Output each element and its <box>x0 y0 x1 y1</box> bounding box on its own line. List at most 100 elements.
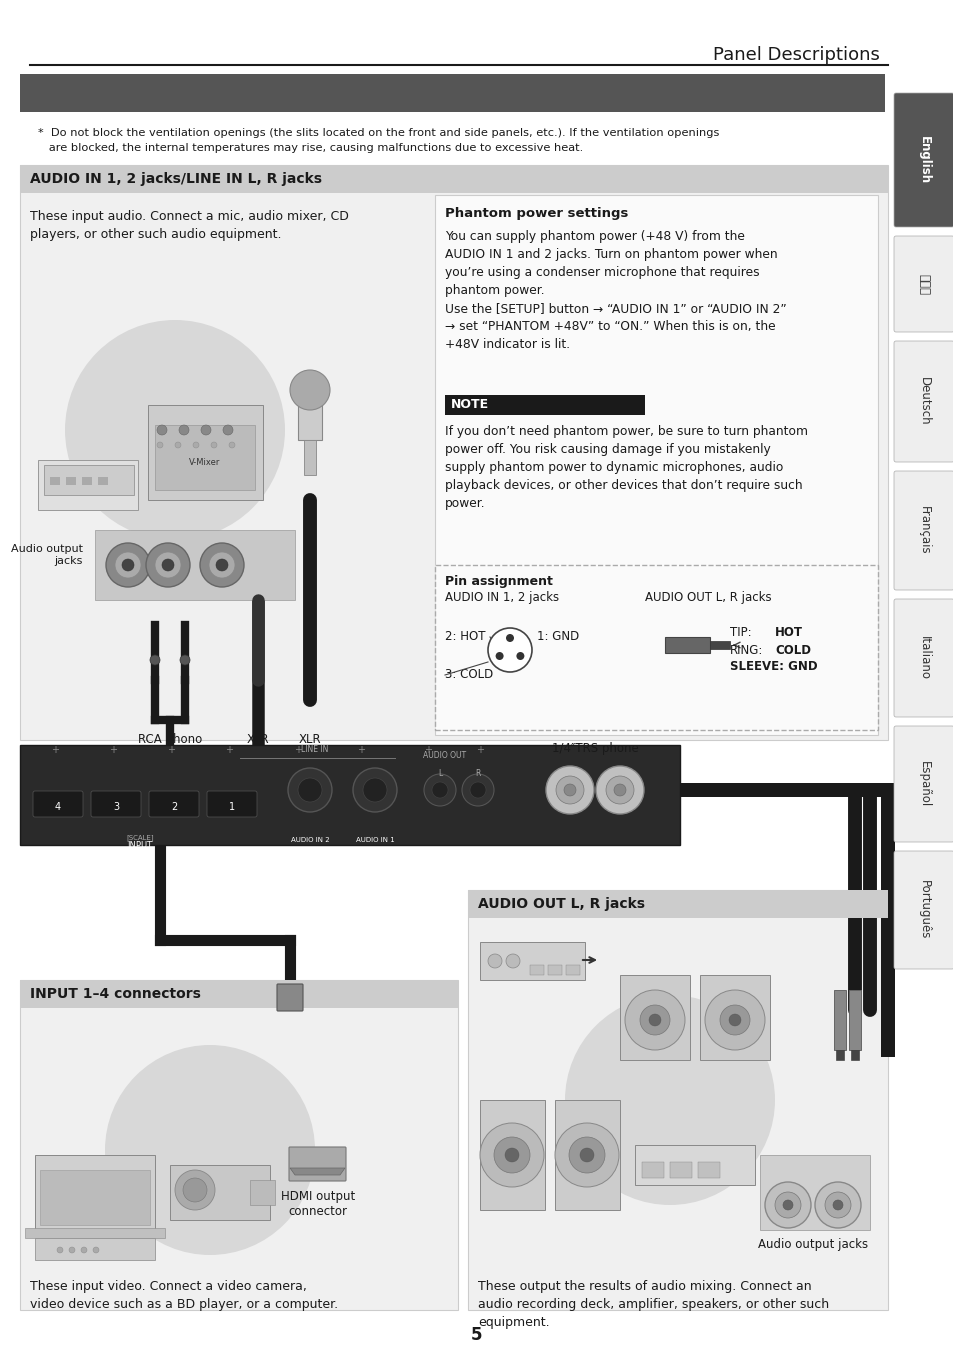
Circle shape <box>65 320 285 540</box>
Bar <box>35 1238 154 1261</box>
Text: 1: 1 <box>229 802 234 812</box>
Text: XLR: XLR <box>298 733 321 746</box>
Circle shape <box>614 784 625 796</box>
Text: Audio output jacks: Audio output jacks <box>757 1238 867 1251</box>
Circle shape <box>728 1014 740 1026</box>
Bar <box>669 1162 691 1178</box>
Circle shape <box>157 425 167 435</box>
Circle shape <box>115 552 141 578</box>
Circle shape <box>494 1137 530 1173</box>
Circle shape <box>154 552 181 578</box>
Circle shape <box>92 1247 99 1252</box>
Bar <box>50 477 60 485</box>
Text: Pin assignment: Pin assignment <box>444 574 553 588</box>
Circle shape <box>624 990 684 1049</box>
Circle shape <box>774 1192 801 1219</box>
Circle shape <box>639 1005 669 1034</box>
Circle shape <box>183 1178 207 1202</box>
FancyBboxPatch shape <box>893 236 953 332</box>
Text: 3: COLD: 3: COLD <box>444 669 493 681</box>
Circle shape <box>201 425 211 435</box>
Bar <box>709 640 729 649</box>
Bar <box>435 195 877 735</box>
Circle shape <box>504 1148 518 1162</box>
Circle shape <box>516 653 524 659</box>
Bar <box>154 425 254 490</box>
Circle shape <box>764 1182 810 1228</box>
Circle shape <box>470 783 485 798</box>
Text: are blocked, the internal temperatures may rise, causing malfunctions due to exc: are blocked, the internal temperatures m… <box>38 144 582 153</box>
Text: [SCALE]: [SCALE] <box>126 834 153 841</box>
Text: RING:: RING: <box>729 643 762 657</box>
Bar <box>468 890 887 1311</box>
Circle shape <box>568 1137 604 1173</box>
Bar <box>444 395 644 414</box>
Text: AUDIO OUT L, R jacks: AUDIO OUT L, R jacks <box>477 896 644 911</box>
Circle shape <box>488 628 532 672</box>
Bar <box>297 380 322 440</box>
FancyBboxPatch shape <box>893 471 953 590</box>
Text: Phantom power settings: Phantom power settings <box>444 207 628 219</box>
Text: 2: 2 <box>171 802 177 812</box>
Text: R: R <box>475 769 480 777</box>
Text: AUDIO OUT L, R jacks: AUDIO OUT L, R jacks <box>644 590 771 604</box>
Circle shape <box>496 653 503 659</box>
Text: INPUT 1–4 connectors: INPUT 1–4 connectors <box>30 987 201 1001</box>
Bar <box>20 165 887 741</box>
Circle shape <box>105 1045 314 1255</box>
Circle shape <box>479 1122 543 1187</box>
Circle shape <box>579 1148 594 1162</box>
Bar <box>20 980 457 1311</box>
Text: +: + <box>294 745 302 756</box>
Text: LINE IN: LINE IN <box>301 745 329 754</box>
Circle shape <box>174 441 181 448</box>
Circle shape <box>290 370 330 410</box>
Text: HDMI output
connector: HDMI output connector <box>280 1190 355 1219</box>
Circle shape <box>782 1200 792 1210</box>
Bar <box>468 890 887 918</box>
Text: +: + <box>476 745 483 756</box>
Bar <box>760 1155 869 1229</box>
Circle shape <box>432 783 448 798</box>
Bar <box>35 1155 154 1229</box>
Text: Español: Español <box>917 761 929 807</box>
Bar <box>435 565 877 730</box>
Circle shape <box>179 425 189 435</box>
FancyBboxPatch shape <box>893 341 953 462</box>
Circle shape <box>488 955 501 968</box>
Circle shape <box>146 543 190 588</box>
Circle shape <box>229 441 234 448</box>
Bar <box>619 975 689 1060</box>
Circle shape <box>832 1200 842 1210</box>
Bar <box>66 477 76 485</box>
Bar <box>835 1049 843 1060</box>
Text: Panel Descriptions: Panel Descriptions <box>713 46 879 64</box>
Circle shape <box>563 784 576 796</box>
Circle shape <box>162 559 173 571</box>
Text: AUDIO OUT: AUDIO OUT <box>423 751 466 760</box>
Text: SLEEVE: GND: SLEEVE: GND <box>729 661 817 673</box>
Bar <box>700 975 769 1060</box>
Bar <box>95 529 294 600</box>
Text: Français: Français <box>917 506 929 555</box>
Circle shape <box>545 766 594 814</box>
Text: COLD: COLD <box>774 643 810 657</box>
Circle shape <box>122 559 133 571</box>
Circle shape <box>556 776 583 804</box>
Bar <box>148 405 263 500</box>
Bar <box>25 1228 165 1238</box>
Bar <box>833 990 845 1049</box>
Circle shape <box>363 779 387 802</box>
FancyBboxPatch shape <box>893 598 953 718</box>
Circle shape <box>211 441 216 448</box>
Bar <box>20 745 679 845</box>
Polygon shape <box>290 1169 345 1175</box>
Text: +: + <box>225 745 233 756</box>
Text: AUDIO IN 1, 2 jacks/LINE IN L, R jacks: AUDIO IN 1, 2 jacks/LINE IN L, R jacks <box>30 172 322 185</box>
Circle shape <box>461 774 494 806</box>
Bar <box>479 1099 544 1210</box>
Text: AUDIO IN 1, 2 jacks: AUDIO IN 1, 2 jacks <box>444 590 558 604</box>
Circle shape <box>297 779 322 802</box>
FancyBboxPatch shape <box>893 852 953 969</box>
Text: +: + <box>51 745 59 756</box>
